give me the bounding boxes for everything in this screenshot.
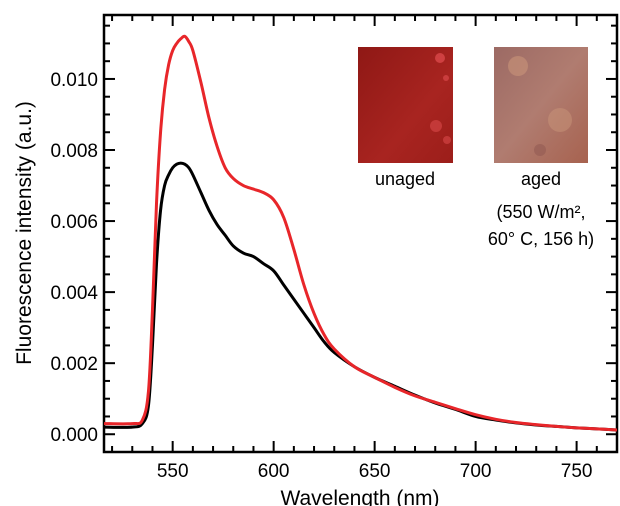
y-axis-title: Fluorescence intensity (a.u.) <box>13 101 36 365</box>
y-tick-label: 0.008 <box>50 141 98 162</box>
y-tick-label: 0.010 <box>50 70 98 91</box>
axis-ticks <box>104 15 618 452</box>
y-tick-label: 0.004 <box>50 283 98 304</box>
series-lines <box>104 34 617 432</box>
y-tick-label: 0.002 <box>50 354 98 375</box>
unaged-sample-photo <box>358 47 453 163</box>
series-line-black <box>104 161 617 432</box>
aged-conditions-line1: (550 W/m², <box>496 202 585 222</box>
x-axis-title: Wavelength (nm) <box>280 487 439 506</box>
series-line-red <box>104 34 617 432</box>
x-tick-label: 700 <box>460 461 492 482</box>
aged-sample-photo <box>494 47 588 163</box>
plot-frame <box>102 13 619 454</box>
aged-conditions-line2: 60° C, 156 h) <box>488 229 594 249</box>
aged-label: aged <box>521 169 561 189</box>
x-tick-label: 550 <box>157 461 189 482</box>
x-tick-label: 600 <box>258 461 290 482</box>
y-tick-label: 0.000 <box>50 425 98 446</box>
x-tick-label: 650 <box>359 461 391 482</box>
axis-tick-labels: 550 600 650 700 750 0.000 0.002 0.004 0.006 0.008… <box>50 70 592 482</box>
unaged-label: unaged <box>375 169 435 189</box>
y-tick-label: 0.006 <box>50 212 98 233</box>
x-tick-label: 750 <box>561 461 593 482</box>
